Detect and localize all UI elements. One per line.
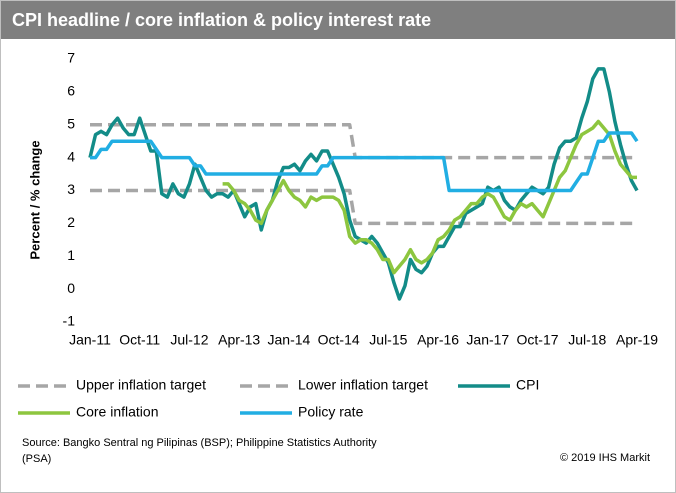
source: Source: Bangko Sentral ng Pilipinas (BSP… — [22, 437, 377, 465]
x-tick-label: Apr-16 — [417, 332, 459, 348]
y-tick-label: 4 — [67, 148, 75, 164]
legend-label: Core inflation — [76, 404, 159, 420]
y-tick-label: 0 — [67, 280, 75, 296]
chart-title: CPI headline / core inflation & policy i… — [12, 10, 431, 30]
y-tick-label: 7 — [67, 50, 75, 66]
series-line — [90, 123, 637, 160]
x-tick-label: Jan-17 — [466, 332, 509, 348]
x-tick-label: Jul-12 — [170, 332, 208, 348]
legend-label: Policy rate — [298, 404, 364, 420]
x-tick-label: Jul-15 — [369, 332, 407, 348]
x-tick-label: Apr-19 — [616, 332, 658, 348]
series-line — [222, 119, 637, 275]
legend-label: Upper inflation target — [76, 377, 206, 393]
x-tick-label: Oct-14 — [318, 332, 360, 348]
x-tick-label: Jan-11 — [69, 332, 111, 348]
y-tick-label: 3 — [67, 181, 75, 197]
title-bar — [1, 1, 675, 39]
y-tick-label: 2 — [67, 214, 75, 230]
x-tick-label: Jan-14 — [268, 332, 311, 348]
x-tick-label: Apr-13 — [218, 332, 260, 348]
x-tick-label: Oct-11 — [119, 332, 160, 348]
copyright: © 2019 IHS Markit — [560, 452, 650, 464]
series-line — [90, 131, 639, 193]
series-line — [90, 188, 637, 226]
y-tick-label: 1 — [67, 247, 75, 263]
y-tick-label: 6 — [67, 83, 75, 99]
x-tick-label: Jul-18 — [568, 332, 606, 348]
y-tick-label: -1 — [63, 313, 76, 329]
x-tick-label: Oct-17 — [517, 332, 559, 348]
legend-label: Lower inflation target — [298, 377, 428, 393]
y-axis-label: Percent / % change — [27, 140, 42, 259]
legend-label: CPI — [516, 377, 539, 393]
y-tick-label: 5 — [67, 115, 75, 131]
